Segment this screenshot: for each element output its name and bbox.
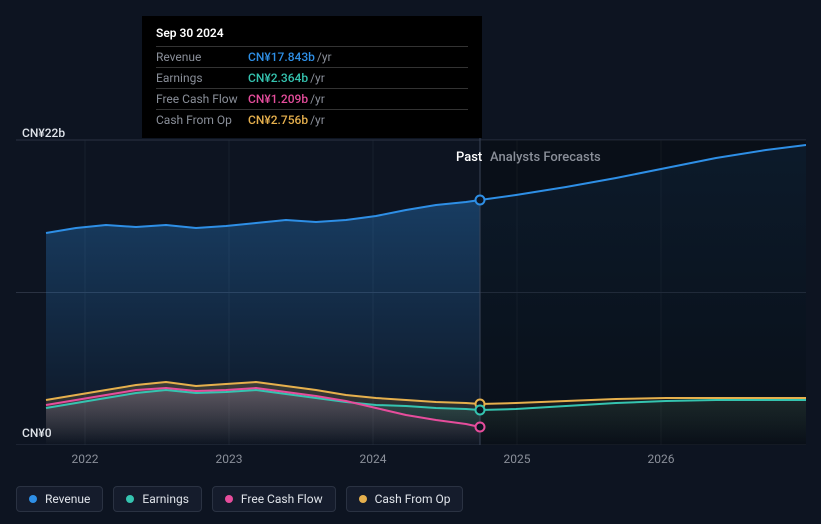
tooltip-row: EarningsCN¥2.364b /yr <box>156 67 468 88</box>
y-axis-min-label: CN¥0 <box>22 426 52 440</box>
tooltip-row: Cash From OpCN¥2.756b /yr <box>156 109 468 130</box>
y-axis-max-label: CN¥22b <box>22 126 65 140</box>
financials-area-chart[interactable]: CN¥22b CN¥0 Past Analysts Forecasts 2022… <box>16 120 806 445</box>
tooltip-row-label: Revenue <box>156 50 248 64</box>
legend-item-label: Cash From Op <box>375 492 451 506</box>
forecast-section-label: Analysts Forecasts <box>490 150 601 165</box>
legend-item-earnings[interactable]: Earnings <box>113 486 202 512</box>
x-axis-label: 2023 <box>216 452 243 466</box>
legend-item-cash-from-op[interactable]: Cash From Op <box>346 486 464 512</box>
tooltip-row-value: CN¥17.843b <box>248 50 315 64</box>
legend-item-revenue[interactable]: Revenue <box>16 486 103 512</box>
tooltip-row: RevenueCN¥17.843b /yr <box>156 46 468 67</box>
x-axis-label: 2025 <box>504 452 531 466</box>
chart-tooltip: Sep 30 2024 RevenueCN¥17.843b /yrEarning… <box>142 16 482 138</box>
tooltip-row-unit: /yr <box>310 92 325 106</box>
tooltip-row-label: Free Cash Flow <box>156 92 248 106</box>
legend-dot-icon <box>29 495 37 503</box>
chart-legend: Revenue Earnings Free Cash Flow Cash From O… <box>16 486 463 512</box>
legend-dot-icon <box>225 495 233 503</box>
x-axis-label: 2024 <box>360 452 387 466</box>
tooltip-row-value: CN¥2.364b <box>248 71 308 85</box>
tooltip-row-label: Earnings <box>156 71 248 85</box>
legend-dot-icon <box>359 495 367 503</box>
legend-dot-icon <box>126 495 134 503</box>
tooltip-row-value: CN¥2.756b <box>248 113 308 127</box>
legend-item-label: Revenue <box>45 492 90 506</box>
tooltip-date: Sep 30 2024 <box>156 26 468 40</box>
past-section-label: Past <box>456 150 482 165</box>
x-axis-label: 2022 <box>72 452 99 466</box>
tooltip-row-value: CN¥1.209b <box>248 92 308 106</box>
legend-item-label: Earnings <box>142 492 189 506</box>
tooltip-row-label: Cash From Op <box>156 113 248 127</box>
tooltip-row-unit: /yr <box>310 71 325 85</box>
tooltip-row-unit: /yr <box>310 113 325 127</box>
tooltip-row: Free Cash FlowCN¥1.209b /yr <box>156 88 468 109</box>
tooltip-row-unit: /yr <box>317 50 332 64</box>
legend-item-free-cash-flow[interactable]: Free Cash Flow <box>212 486 336 512</box>
x-axis-label: 2026 <box>648 452 675 466</box>
legend-item-label: Free Cash Flow <box>241 492 323 506</box>
